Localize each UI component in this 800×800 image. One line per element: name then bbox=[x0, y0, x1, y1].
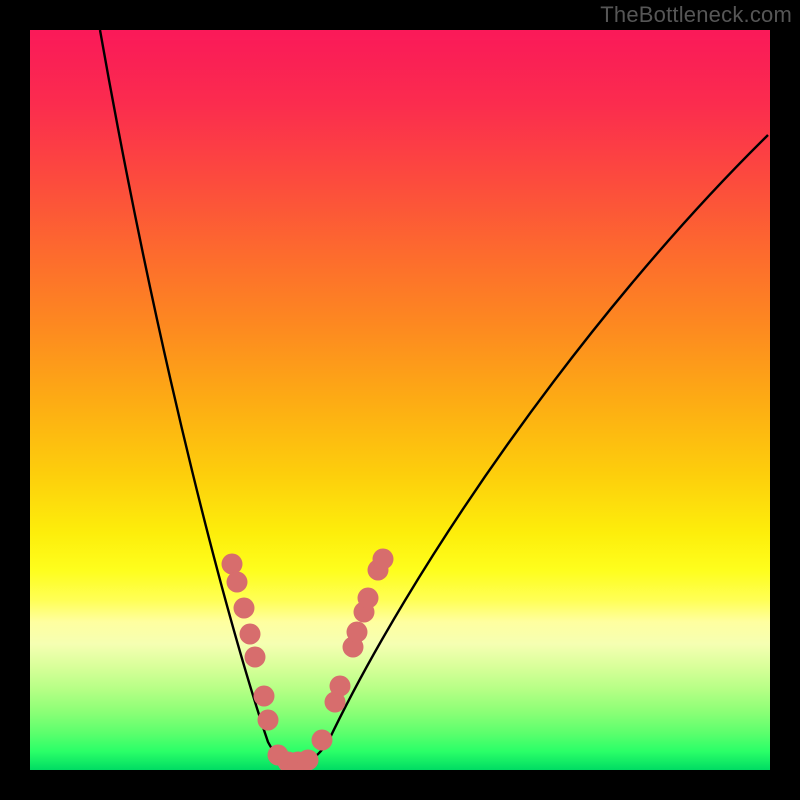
data-marker bbox=[312, 730, 333, 751]
data-marker bbox=[373, 549, 394, 570]
data-marker bbox=[358, 588, 379, 609]
data-marker bbox=[254, 686, 275, 707]
data-marker bbox=[234, 598, 255, 619]
curve-markers bbox=[222, 549, 394, 771]
data-marker bbox=[240, 624, 261, 645]
data-marker bbox=[330, 676, 351, 697]
data-marker bbox=[245, 647, 266, 668]
data-marker bbox=[298, 750, 319, 771]
data-marker bbox=[258, 710, 279, 731]
data-marker bbox=[222, 554, 243, 575]
watermark-text: TheBottleneck.com bbox=[600, 2, 792, 28]
data-marker bbox=[347, 622, 368, 643]
curve-layer bbox=[30, 30, 770, 770]
bottleneck-curve bbox=[100, 30, 768, 765]
data-marker bbox=[227, 572, 248, 593]
plot-area bbox=[30, 30, 770, 770]
